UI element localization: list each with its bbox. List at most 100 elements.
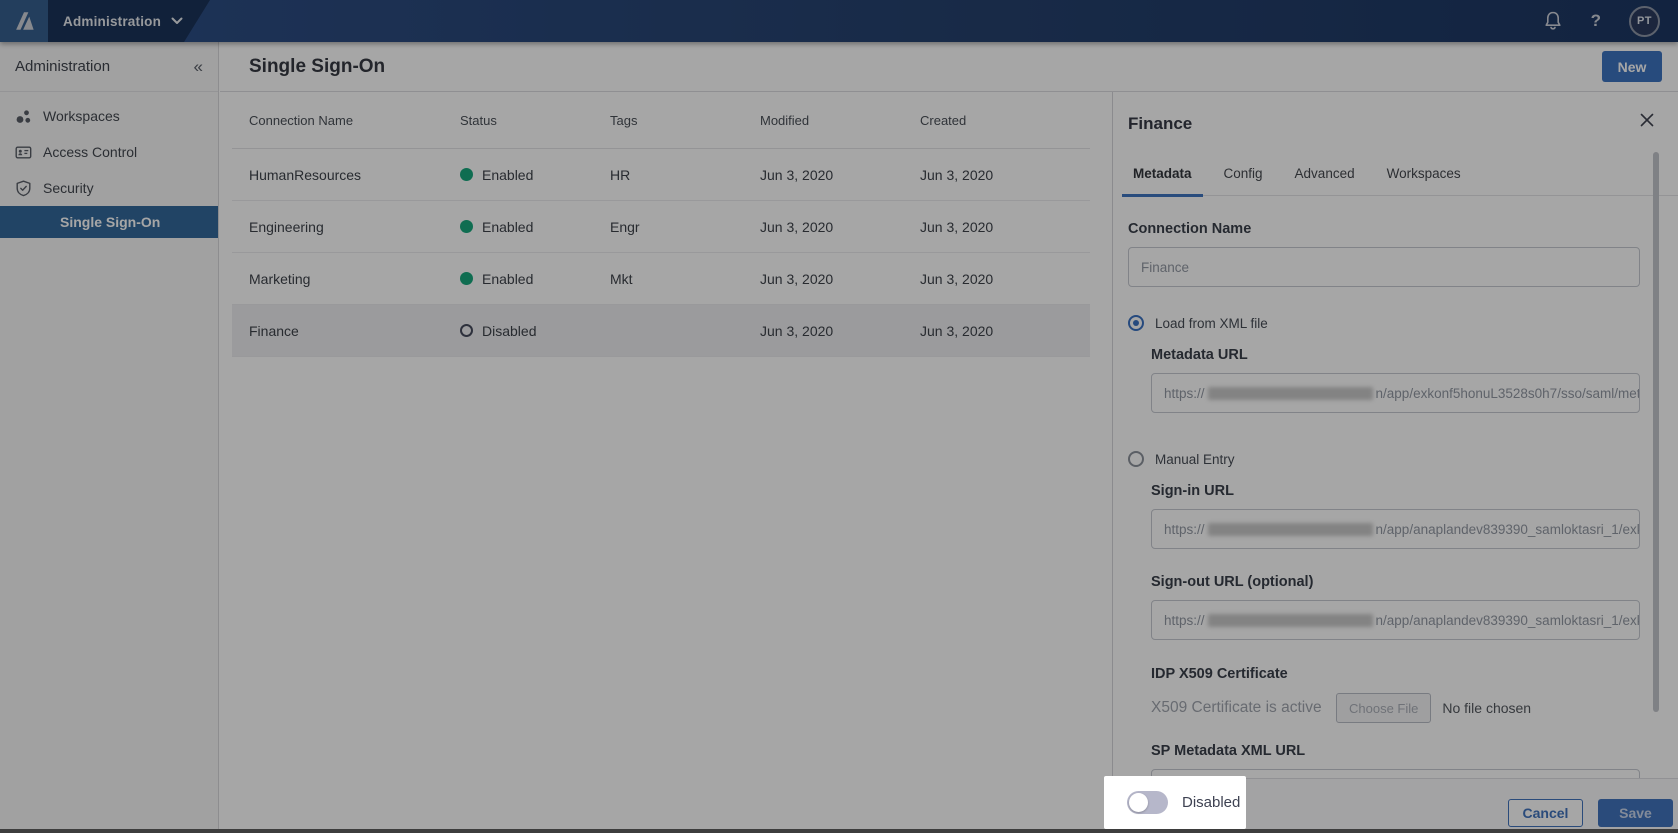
manual-entry-radio[interactable]: Manual Entry	[1128, 451, 1640, 467]
connection-name-value: Finance	[1141, 259, 1190, 275]
product-switcher[interactable]: Administration	[48, 0, 210, 42]
sidebar-item-label: Workspaces	[43, 108, 120, 124]
table-header-row: Connection Name Status Tags Modified Cre…	[232, 92, 1090, 149]
status-label: Enabled	[482, 218, 534, 235]
metadata-url-input[interactable]: https:// n/app/exkonf5honuL3528s0h7/sso/…	[1151, 373, 1640, 413]
anaplan-logo-icon	[16, 12, 34, 30]
sidebar-item-access-control[interactable]: Access Control	[0, 134, 218, 170]
column-header-connection-name: Connection Name	[249, 112, 354, 128]
top-navigation-bar: Administration ? PT	[0, 0, 1678, 42]
tab-workspaces[interactable]: Workspaces	[1386, 166, 1461, 181]
connections-list: Connection Name Status Tags Modified Cre…	[220, 92, 1112, 833]
sign-out-url-input[interactable]: https:// n/app/anaplandev839390_samlokta…	[1151, 600, 1640, 640]
redacted-text-blur	[1207, 522, 1373, 536]
cell-modified: Jun 3, 2020	[760, 166, 834, 183]
tab-advanced[interactable]: Advanced	[1294, 166, 1355, 181]
user-avatar[interactable]: PT	[1629, 5, 1660, 37]
status-label: Enabled	[482, 166, 534, 183]
notifications-bell-icon[interactable]	[1543, 10, 1563, 32]
cell-status: Enabled	[460, 219, 610, 235]
radio-label: Load from XML file	[1155, 315, 1268, 331]
admin-sidebar: Administration « Workspaces	[0, 42, 219, 833]
url-suffix: n/app/anaplandev839390_samloktasri_1/exk…	[1375, 612, 1640, 628]
column-header-modified: Modified	[760, 112, 810, 128]
radio-selected-icon	[1128, 315, 1144, 331]
cell-status: Disabled	[460, 323, 610, 339]
chevron-down-icon	[171, 17, 183, 25]
idp-x509-certificate-label: IDP X509 Certificate	[1151, 666, 1288, 682]
cell-modified: Jun 3, 2020	[760, 218, 834, 235]
connection-detail-panel: Finance Metadata Config Advanced Workspa…	[1112, 92, 1678, 833]
tab-config[interactable]: Config	[1223, 166, 1263, 181]
cancel-button[interactable]: Cancel	[1508, 799, 1583, 827]
status-enabled-dot	[460, 168, 473, 181]
sidebar-item-label: Security	[43, 180, 94, 196]
cell-modified: Jun 3, 2020	[760, 322, 834, 339]
x509-status-text: X509 Certificate is active	[1151, 699, 1322, 716]
panel-scrollbar[interactable]	[1653, 152, 1659, 712]
sidebar-item-security[interactable]: Security	[0, 170, 218, 206]
sidebar-header: Administration «	[0, 42, 218, 92]
status-toggle-off[interactable]	[1127, 791, 1168, 814]
sidebar-title: Administration	[15, 58, 111, 75]
redacted-text-blur	[1207, 386, 1373, 400]
panel-title: Finance	[1128, 114, 1193, 133]
cell-connection-name: HumanResources	[249, 166, 362, 183]
toggle-knob	[1129, 793, 1148, 812]
choose-file-button[interactable]: Choose File	[1336, 693, 1432, 723]
column-header-tags: Tags	[610, 112, 638, 128]
cell-created: Jun 3, 2020	[920, 166, 994, 183]
page-header: Single Sign-On New	[220, 42, 1678, 92]
sidebar-collapse-icon[interactable]: «	[193, 57, 203, 76]
column-header-created: Created	[920, 112, 967, 128]
cell-modified: Jun 3, 2020	[760, 270, 834, 287]
connection-name-input[interactable]: Finance	[1128, 247, 1640, 287]
cell-status: Enabled	[460, 271, 610, 287]
toggle-spotlight: Disabled	[1104, 776, 1246, 829]
panel-tabs: Metadata Config Advanced Workspaces	[1122, 160, 1678, 197]
radio-label: Manual Entry	[1155, 451, 1235, 467]
sidebar-item-workspaces[interactable]: Workspaces	[0, 98, 218, 134]
column-header-status: Status	[460, 112, 497, 128]
cell-tags: Engr	[610, 218, 640, 235]
cell-created: Jun 3, 2020	[920, 270, 994, 287]
tab-metadata[interactable]: Metadata	[1122, 160, 1203, 197]
save-button[interactable]: Save	[1598, 799, 1673, 827]
window-bottom-edge	[0, 829, 1678, 833]
status-enabled-dot	[460, 220, 473, 233]
url-suffix: n/app/anaplandev839390_samloktasri_1/exk…	[1375, 521, 1640, 537]
close-icon[interactable]	[1639, 112, 1655, 128]
toggle-label: Disabled	[1182, 794, 1241, 811]
page-title: Single Sign-On	[249, 56, 386, 77]
new-connection-button[interactable]: New	[1602, 51, 1662, 82]
sign-in-url-label: Sign-in URL	[1151, 483, 1234, 499]
sidebar-item-single-sign-on-selected[interactable]: Single Sign-On	[0, 206, 218, 238]
redacted-text-blur	[1207, 613, 1373, 627]
anaplan-logo[interactable]	[0, 0, 48, 42]
cell-tags: HR	[610, 166, 631, 183]
cell-connection-name: Finance	[249, 322, 299, 339]
table-row[interactable]: Engineering Enabled Engr Jun 3, 2020 Jun…	[232, 201, 1090, 253]
sidebar-item-label: Access Control	[43, 144, 138, 160]
product-switcher-label: Administration	[63, 13, 162, 29]
sign-in-url-input[interactable]: https:// n/app/anaplandev839390_samlokta…	[1151, 509, 1640, 549]
table-row[interactable]: Marketing Enabled Mkt Jun 3, 2020 Jun 3,…	[232, 253, 1090, 305]
sp-metadata-xml-url-label: SP Metadata XML URL	[1151, 743, 1306, 759]
status-disabled-dot	[460, 324, 473, 337]
url-prefix: https://	[1164, 385, 1205, 401]
radio-unselected-icon	[1128, 451, 1144, 467]
table-row[interactable]: HumanResources Enabled HR Jun 3, 2020 Ju…	[232, 149, 1090, 201]
cell-created: Jun 3, 2020	[920, 218, 994, 235]
no-file-chosen-text: No file chosen	[1442, 700, 1532, 716]
workspaces-icon	[16, 109, 31, 123]
certificate-file-row: X509 Certificate is active Choose File N…	[1151, 693, 1640, 723]
table-row-selected[interactable]: Finance Disabled Jun 3, 2020 Jun 3, 2020	[232, 305, 1090, 357]
security-shield-icon	[16, 180, 31, 196]
cell-status: Enabled	[460, 167, 610, 183]
url-prefix: https://	[1164, 612, 1205, 628]
sidebar-nav: Workspaces Access Control Security	[0, 92, 218, 238]
status-enabled-dot	[460, 272, 473, 285]
load-from-xml-radio[interactable]: Load from XML file	[1128, 315, 1640, 331]
help-icon[interactable]: ?	[1590, 11, 1601, 30]
access-control-icon	[15, 146, 32, 159]
